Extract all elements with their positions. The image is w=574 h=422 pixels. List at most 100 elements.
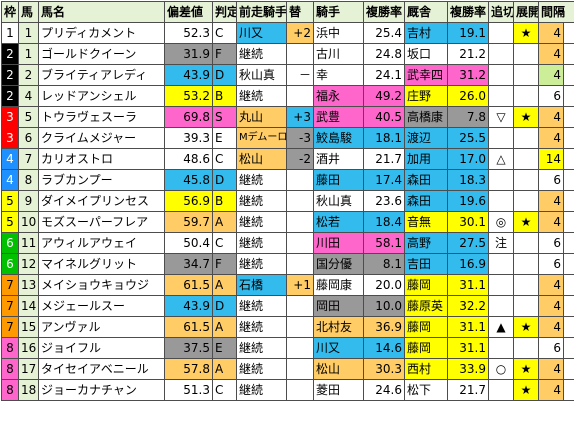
waku-cell: 1: [1, 22, 19, 44]
umaban-cell: 9: [18, 190, 39, 212]
rank-cell: 6: [562, 274, 574, 296]
rank-cell: 7: [562, 127, 574, 149]
header-row: 枠 馬 馬名 偏差値 判定 前走騎手 替 騎手 複勝率 厩舎 複勝率 追切 展開…: [1, 1, 574, 23]
horse-name-cell: タイセイアベニール: [38, 358, 165, 380]
zenso-cell: 丸山: [236, 106, 287, 128]
kishu-rate-cell: 24.1: [363, 64, 405, 86]
hensa-value: 59.7: [183, 215, 210, 229]
rank-cell: 15: [562, 337, 574, 359]
tenkai-cell: [513, 148, 539, 170]
umaban-cell: 14: [18, 295, 39, 317]
hensa-cell: 61.5: [164, 316, 213, 338]
kyusha-cell: 加用: [404, 148, 448, 170]
zenso-cell: 継続: [236, 169, 287, 191]
rank-cell: 5: [562, 64, 574, 86]
tenkai-cell: [513, 253, 539, 275]
tenkai-cell: [513, 232, 539, 254]
kae-cell: +1: [286, 274, 314, 296]
zenso-cell: 継続: [236, 337, 287, 359]
kyusha-rate-cell: 26.0: [447, 85, 489, 107]
kyusha-cell: 高野: [404, 232, 448, 254]
kankaku-cell: 6: [538, 85, 564, 107]
umaban-cell: 1: [18, 22, 39, 44]
kishu-rate-cell: 10.0: [363, 295, 405, 317]
hensa-cell: 57.8: [164, 358, 213, 380]
zenso-cell: 継続: [236, 85, 287, 107]
waku-cell: 3: [1, 127, 19, 149]
oikiri-cell: ▲: [488, 316, 514, 338]
hensa-cell: 39.3: [164, 127, 213, 149]
hensa-cell: 56.9: [164, 190, 213, 212]
horse-name-cell: ジョーカナチャン: [38, 379, 165, 401]
umaban-cell: 6: [18, 127, 39, 149]
header-zenso: 前走騎手: [236, 1, 287, 23]
hensa-cell: 50.4: [164, 232, 213, 254]
rank-cell: 11: [562, 232, 574, 254]
hensa-cell: 37.5: [164, 337, 213, 359]
horse-name-cell: レッドアンシェル: [38, 85, 165, 107]
kyusha-cell: 渡辺: [404, 127, 448, 149]
hantei-cell: C: [212, 379, 237, 401]
hantei-cell: E: [212, 127, 237, 149]
kae-cell: [286, 295, 314, 317]
horse-name-cell: ラブカンプー: [38, 169, 165, 191]
rank-cell: 10: [562, 106, 574, 128]
kishu-rate-cell: 14.6: [363, 337, 405, 359]
kyusha-cell: 藤原英: [404, 295, 448, 317]
waku-cell: 8: [1, 337, 19, 359]
umaban-cell: 7: [18, 148, 39, 170]
header-oikiri: 追切: [488, 1, 514, 23]
hensa-value: 37.5: [183, 341, 210, 355]
kishu-cell: 古川: [313, 43, 364, 65]
umaban-cell: 18: [18, 379, 39, 401]
kishu-rate-cell: 8.1: [363, 253, 405, 275]
horse-name-cell: マイネルグリット: [38, 253, 165, 275]
tenkai-cell: ★: [513, 358, 539, 380]
kae-cell: [286, 358, 314, 380]
rank-cell: 1: [562, 148, 574, 170]
kae-cell: -3: [286, 127, 314, 149]
kae-cell: [286, 232, 314, 254]
kae-cell: +3: [286, 106, 314, 128]
kishu-rate-cell: 24.6: [363, 379, 405, 401]
zenso-cell: 継続: [236, 190, 287, 212]
hensa-cell: 52.3: [164, 22, 213, 44]
tenkai-cell: [513, 64, 539, 86]
oikiri-cell: [488, 169, 514, 191]
umaban-cell: 2: [18, 64, 39, 86]
hantei-cell: F: [212, 43, 237, 65]
kankaku-cell: 4: [538, 64, 564, 86]
horse-name-cell: トウラヴェスーラ: [38, 106, 165, 128]
tenkai-cell: [513, 190, 539, 212]
header-fukusho: 複勝率: [363, 1, 405, 23]
kishu-rate-cell: 23.6: [363, 190, 405, 212]
hensa-value: 53.2: [183, 89, 210, 103]
hensa-value: 50.4: [183, 236, 210, 250]
kankaku-cell: 4: [538, 106, 564, 128]
kankaku-cell: 4: [538, 43, 564, 65]
horse-name-cell: プリディカメント: [38, 22, 165, 44]
waku-cell: 8: [1, 379, 19, 401]
hensa-cell: 51.3: [164, 379, 213, 401]
hantei-cell: D: [212, 64, 237, 86]
kankaku-cell: 6: [538, 253, 564, 275]
hantei-cell: A: [212, 358, 237, 380]
tenkai-cell: ★: [513, 211, 539, 233]
rank-cell: 2: [562, 358, 574, 380]
kankaku-cell: 6: [538, 337, 564, 359]
zenso-cell: 継続: [236, 43, 287, 65]
hensa-cell: 43.9: [164, 295, 213, 317]
waku-cell: 3: [1, 106, 19, 128]
umaban-cell: 12: [18, 253, 39, 275]
hantei-cell: A: [212, 211, 237, 233]
kishu-cell: 酒井: [313, 148, 364, 170]
waku-cell: 7: [1, 274, 19, 296]
